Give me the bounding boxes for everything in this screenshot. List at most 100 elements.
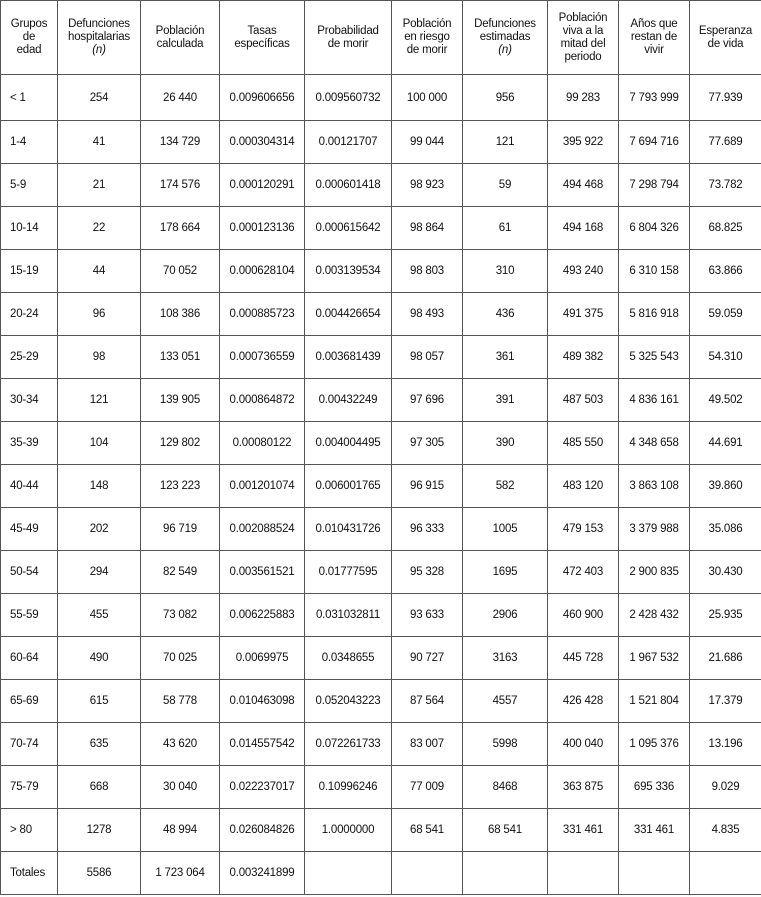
- column-header-line: de morir: [406, 44, 448, 56]
- table-cell: 178 664: [140, 206, 220, 250]
- table-cell: 121: [462, 120, 548, 164]
- table-cell: 361: [462, 335, 548, 379]
- age-group-cell: 1-4: [0, 120, 58, 164]
- table-cell: 1 723 064: [140, 851, 220, 895]
- age-group-cell: 70-74: [0, 722, 58, 766]
- table-cell: 96 333: [391, 507, 463, 551]
- column-header-line: restan de: [630, 31, 678, 43]
- table-cell: 7 793 999: [618, 74, 690, 121]
- table-cell: 30 040: [140, 765, 220, 809]
- table-row: 50-54 294 82 549 0.003561521 0.01777595 95 32…: [0, 550, 761, 594]
- table-cell: [304, 851, 392, 895]
- table-cell: 0.000120291: [219, 163, 305, 207]
- age-group-cell: 50-54: [0, 550, 58, 594]
- table-cell: 363 875: [547, 765, 619, 809]
- age-group-cell: 10-14: [0, 206, 58, 250]
- table-row: > 80 1278 48 994 0.026084826 1.0000000 68 541…: [0, 808, 761, 852]
- age-group-cell: 55-59: [0, 593, 58, 637]
- table-cell: 494 168: [547, 206, 619, 250]
- age-group-cell: 25-29: [0, 335, 58, 379]
- table-cell: 2 428 432: [618, 593, 690, 637]
- table-cell: 493 240: [547, 249, 619, 293]
- table-cell: 0.009560732: [304, 74, 392, 121]
- table-cell: 41: [57, 120, 141, 164]
- table-cell: 123 223: [140, 464, 220, 508]
- table-cell: 0.0069975: [219, 636, 305, 680]
- table-cell: 5586: [57, 851, 141, 895]
- table-cell: 96: [57, 292, 141, 336]
- table-cell: 4 348 658: [618, 421, 690, 465]
- table-cell: [462, 851, 548, 895]
- table-cell: 87 564: [391, 679, 463, 723]
- table-cell: 1005: [462, 507, 548, 551]
- table-cell: 490: [57, 636, 141, 680]
- table-cell: 5 816 918: [618, 292, 690, 336]
- column-header: Población viva a la mitad del periodo: [547, 0, 619, 75]
- table-row: 25-29 98 133 051 0.000736559 0.003681439 98 0…: [0, 335, 761, 379]
- table-cell: 6 804 326: [618, 206, 690, 250]
- table-cell: 0.006001765: [304, 464, 392, 508]
- table-cell: 44: [57, 249, 141, 293]
- table-cell: 108 386: [140, 292, 220, 336]
- table-cell: 2 900 835: [618, 550, 690, 594]
- table-cell: 139 905: [140, 378, 220, 422]
- table-cell: 956: [462, 74, 548, 121]
- table-cell: 68 541: [462, 808, 548, 852]
- table-cell: 491 375: [547, 292, 619, 336]
- table-cell: 17.379: [689, 679, 761, 723]
- table-cell: 0.000123136: [219, 206, 305, 250]
- table-cell: 668: [57, 765, 141, 809]
- column-header-line: Probabilidad: [317, 24, 379, 37]
- table-cell: 445 728: [547, 636, 619, 680]
- table-cell: 0.002088524: [219, 507, 305, 551]
- column-header: Población en riesgo de morir: [391, 0, 463, 75]
- table-cell: 4557: [462, 679, 548, 723]
- table-row: 55-59 455 73 082 0.006225883 0.031032811 93 6…: [0, 593, 761, 637]
- table-cell: 0.000864872: [219, 378, 305, 422]
- table-cell: 30.430: [689, 550, 761, 594]
- table-cell: 331 461: [618, 808, 690, 852]
- column-header-line: Años que: [630, 18, 678, 30]
- table-cell: 0.0348655: [304, 636, 392, 680]
- table-row: 65-69 615 58 778 0.010463098 0.052043223 87 5…: [0, 679, 761, 723]
- table-cell: 43 620: [140, 722, 220, 766]
- table-cell: 0.003681439: [304, 335, 392, 379]
- table-cell: 390: [462, 421, 548, 465]
- table-row: 35-39 104 129 802 0.00080122 0.004004495 97 3…: [0, 421, 761, 465]
- column-header: Esperanza de vida: [689, 0, 761, 75]
- table-cell: 73 082: [140, 593, 220, 637]
- table-cell: 22: [57, 206, 141, 250]
- column-header-line: vivir: [644, 44, 664, 56]
- table-cell: 0.031032811: [304, 593, 392, 637]
- table-cell: [618, 851, 690, 895]
- table-cell: 121: [57, 378, 141, 422]
- column-header-line: de: [22, 31, 36, 43]
- table-cell: 95 328: [391, 550, 463, 594]
- column-header: Defunciones hospitalarias (n): [57, 0, 141, 75]
- table-cell: 99 283: [547, 74, 619, 121]
- table-cell: 2906: [462, 593, 548, 637]
- column-header-line: (n): [498, 44, 512, 56]
- table-cell: 77 009: [391, 765, 463, 809]
- table-cell: 68 541: [391, 808, 463, 852]
- table-cell: 472 403: [547, 550, 619, 594]
- table-cell: 0.000736559: [219, 335, 305, 379]
- table-cell: 133 051: [140, 335, 220, 379]
- table-cell: 59.059: [689, 292, 761, 336]
- table-cell: 0.010431726: [304, 507, 392, 551]
- table-cell: 7 694 716: [618, 120, 690, 164]
- table-cell: 254: [57, 74, 141, 121]
- column-header: Probabilidad de morir: [304, 0, 392, 75]
- column-header-line: estimadas: [479, 31, 531, 43]
- table-cell: 1 095 376: [618, 722, 690, 766]
- column-header-line: Esperanza: [698, 24, 753, 37]
- column-header-line: de morir: [327, 37, 369, 50]
- table-cell: 426 428: [547, 679, 619, 723]
- table-cell: 93 633: [391, 593, 463, 637]
- table-cell: 82 549: [140, 550, 220, 594]
- column-header-line: de vida: [707, 37, 744, 50]
- table-cell: 98 923: [391, 163, 463, 207]
- table-cell: [547, 851, 619, 895]
- age-group-cell: 65-69: [0, 679, 58, 723]
